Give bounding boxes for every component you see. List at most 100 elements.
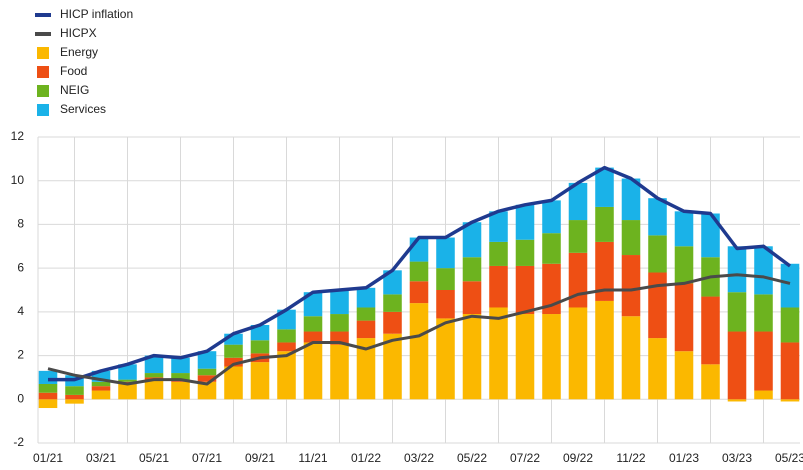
y-tick-label: 10 xyxy=(11,173,25,187)
x-tick-label: 05/23 xyxy=(775,451,803,465)
legend-label: NEIG xyxy=(60,83,89,97)
bar-segment xyxy=(356,338,376,400)
bar-segment xyxy=(515,204,535,240)
bar-segment xyxy=(197,381,217,400)
bar-segment xyxy=(409,281,429,304)
bar-segment xyxy=(727,399,747,402)
bar-segment xyxy=(674,211,694,247)
bar-segment xyxy=(515,265,535,315)
bar-segment xyxy=(91,386,111,391)
legend-label: HICPX xyxy=(60,26,97,40)
bar-segment xyxy=(648,338,667,400)
bar-segment xyxy=(330,290,349,315)
bar-segment xyxy=(515,239,535,266)
bar-segment xyxy=(171,373,190,380)
bar-segment xyxy=(727,292,747,332)
bar-segment xyxy=(436,237,455,269)
bar-segment xyxy=(303,331,323,343)
bar-segment xyxy=(648,272,667,339)
line-series xyxy=(48,165,792,382)
bar-segment xyxy=(171,381,190,400)
bar-segment xyxy=(754,390,773,400)
x-tick-label: 07/22 xyxy=(510,451,540,465)
bar-segment xyxy=(356,320,376,339)
bar-segment xyxy=(224,357,243,367)
bar-segment xyxy=(356,287,376,308)
bar-segment xyxy=(409,237,429,262)
x-tick-label: 01/21 xyxy=(33,451,63,465)
legend-label: Energy xyxy=(60,45,98,59)
bar-segment xyxy=(621,316,641,400)
x-tick-label: 03/22 xyxy=(404,451,434,465)
bar-segment xyxy=(197,368,217,376)
bar-segment xyxy=(568,307,588,400)
bar-segment xyxy=(462,281,482,315)
y-tick-label: 6 xyxy=(17,260,24,274)
bar-segment xyxy=(674,283,694,352)
bar-segment xyxy=(568,182,588,221)
legend-swatch xyxy=(37,66,49,78)
bar-segment xyxy=(595,206,614,242)
bar-segment xyxy=(91,370,111,382)
bar-segment xyxy=(224,366,243,400)
bar-segment xyxy=(542,314,561,400)
y-tick-label: 8 xyxy=(17,217,24,231)
bar-segment xyxy=(462,257,482,282)
x-tick-label: 09/21 xyxy=(245,451,275,465)
y-tick-label: 4 xyxy=(17,304,24,318)
bar-segment xyxy=(65,386,84,395)
legend-swatch xyxy=(37,47,49,59)
bar-segment xyxy=(754,246,773,295)
bar-segment xyxy=(727,246,747,293)
bar-segment xyxy=(436,268,455,290)
bar-segment xyxy=(621,255,641,317)
bar-segment xyxy=(648,235,667,273)
legend-swatch xyxy=(37,85,49,97)
legend-swatch xyxy=(35,13,51,17)
bar-segment xyxy=(595,241,614,301)
x-tick-label: 01/22 xyxy=(351,451,381,465)
bar-segment xyxy=(383,270,402,295)
bar-segment xyxy=(701,296,720,365)
legend-label: Food xyxy=(60,64,87,78)
bar-segment xyxy=(330,314,349,332)
bar-segment xyxy=(277,309,296,330)
bar-segment xyxy=(91,390,111,400)
bar-segment xyxy=(277,342,296,352)
bar-segment xyxy=(436,290,455,319)
legend-label: Services xyxy=(60,102,106,116)
bar-segment xyxy=(171,357,190,374)
legend-swatch xyxy=(37,104,49,116)
bar-segment xyxy=(303,292,323,317)
bar-segment xyxy=(568,252,588,308)
x-tick-label: 09/22 xyxy=(563,451,593,465)
y-tick-label: 0 xyxy=(17,391,24,405)
bar-segment xyxy=(197,351,217,369)
bar-segment xyxy=(542,233,561,264)
bar-segment xyxy=(250,362,270,400)
bar-segment xyxy=(144,373,164,378)
bar-segment xyxy=(197,375,217,382)
bar-segment xyxy=(462,314,482,400)
bar-segment xyxy=(701,213,720,258)
bar-segment xyxy=(568,220,588,253)
bar-segment xyxy=(330,344,349,400)
bar-segment xyxy=(780,307,800,343)
bar-segment xyxy=(409,261,429,282)
x-tick-label: 03/21 xyxy=(86,451,116,465)
bar-segment xyxy=(489,241,508,266)
bar-segment xyxy=(383,294,402,312)
bar-segment xyxy=(489,307,508,400)
bar-segment xyxy=(144,355,164,374)
bar-segment xyxy=(303,316,323,332)
bar-segment xyxy=(489,211,508,242)
y-tick-label: 12 xyxy=(11,129,25,143)
bar-segment xyxy=(277,351,296,400)
x-tick-label: 05/22 xyxy=(457,451,487,465)
bar-segment xyxy=(38,370,58,384)
x-tick-label: 01/23 xyxy=(669,451,699,465)
x-tick-label: 05/21 xyxy=(139,451,169,465)
bar-segment xyxy=(38,392,58,400)
x-tick-label: 03/23 xyxy=(722,451,752,465)
